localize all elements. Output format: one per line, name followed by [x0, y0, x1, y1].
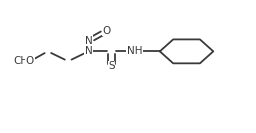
Text: O: O	[26, 56, 34, 66]
Text: CH₃: CH₃	[13, 56, 33, 66]
Text: NH: NH	[127, 46, 142, 56]
Text: N: N	[85, 36, 92, 46]
Text: S: S	[108, 61, 115, 72]
Text: N: N	[85, 46, 92, 56]
Text: O: O	[102, 26, 111, 36]
